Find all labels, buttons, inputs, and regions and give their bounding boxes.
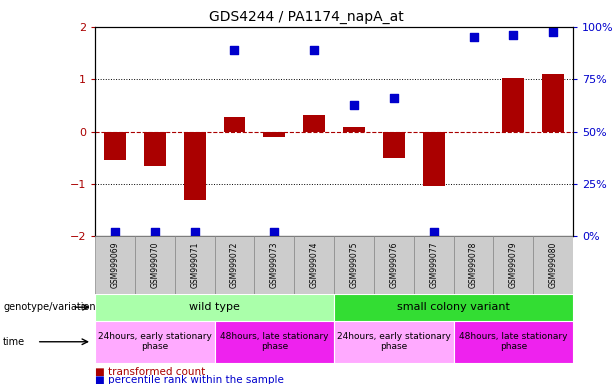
Text: GSM999070: GSM999070 xyxy=(150,242,159,288)
Point xyxy=(230,47,240,53)
Point xyxy=(389,94,399,101)
Text: 24hours, early stationary
phase: 24hours, early stationary phase xyxy=(337,332,451,351)
FancyBboxPatch shape xyxy=(95,236,135,294)
FancyBboxPatch shape xyxy=(135,236,175,294)
FancyBboxPatch shape xyxy=(454,236,493,294)
Text: GSM999079: GSM999079 xyxy=(509,242,518,288)
Point xyxy=(349,102,359,108)
Text: GSM999073: GSM999073 xyxy=(270,242,279,288)
FancyBboxPatch shape xyxy=(294,236,334,294)
Bar xyxy=(423,131,444,187)
Bar xyxy=(144,131,166,166)
Text: ■ percentile rank within the sample: ■ percentile rank within the sample xyxy=(95,375,284,384)
Point xyxy=(310,47,319,53)
Text: GSM999072: GSM999072 xyxy=(230,242,239,288)
Text: GDS4244 / PA1174_napA_at: GDS4244 / PA1174_napA_at xyxy=(209,10,404,23)
Point xyxy=(469,34,479,40)
Bar xyxy=(543,74,564,131)
Text: GSM999074: GSM999074 xyxy=(310,242,319,288)
FancyBboxPatch shape xyxy=(334,236,374,294)
FancyBboxPatch shape xyxy=(254,236,294,294)
Point xyxy=(190,229,200,235)
Text: wild type: wild type xyxy=(189,302,240,312)
FancyBboxPatch shape xyxy=(334,294,573,321)
Text: 24hours, early stationary
phase: 24hours, early stationary phase xyxy=(98,332,211,351)
Text: 48hours, late stationary
phase: 48hours, late stationary phase xyxy=(459,332,568,351)
Text: GSM999078: GSM999078 xyxy=(469,242,478,288)
Text: GSM999077: GSM999077 xyxy=(429,242,438,288)
Text: GSM999076: GSM999076 xyxy=(389,242,398,288)
Bar xyxy=(224,117,245,131)
Point xyxy=(150,229,160,235)
Text: small colony variant: small colony variant xyxy=(397,302,510,312)
FancyBboxPatch shape xyxy=(95,294,334,321)
FancyBboxPatch shape xyxy=(454,321,573,363)
FancyBboxPatch shape xyxy=(215,321,334,363)
Text: ■ transformed count: ■ transformed count xyxy=(95,367,205,377)
FancyBboxPatch shape xyxy=(95,321,215,363)
Point xyxy=(110,229,120,235)
Text: time: time xyxy=(3,337,25,347)
Bar xyxy=(264,131,285,137)
Point xyxy=(509,31,519,38)
FancyBboxPatch shape xyxy=(533,236,573,294)
Text: GSM999080: GSM999080 xyxy=(549,242,558,288)
FancyBboxPatch shape xyxy=(215,236,254,294)
Text: GSM999069: GSM999069 xyxy=(110,242,120,288)
Point xyxy=(549,29,558,35)
Bar xyxy=(303,115,325,131)
Bar xyxy=(503,78,524,131)
FancyBboxPatch shape xyxy=(175,236,215,294)
Point xyxy=(270,229,280,235)
Text: genotype/variation: genotype/variation xyxy=(3,302,96,312)
Text: GSM999071: GSM999071 xyxy=(190,242,199,288)
FancyBboxPatch shape xyxy=(414,236,454,294)
FancyBboxPatch shape xyxy=(334,321,454,363)
Text: GSM999075: GSM999075 xyxy=(349,242,359,288)
Bar xyxy=(184,131,205,200)
FancyBboxPatch shape xyxy=(493,236,533,294)
Bar xyxy=(383,131,405,158)
Bar xyxy=(343,127,365,131)
FancyBboxPatch shape xyxy=(374,236,414,294)
Point xyxy=(429,229,439,235)
Text: 48hours, late stationary
phase: 48hours, late stationary phase xyxy=(220,332,329,351)
Bar xyxy=(104,131,126,160)
